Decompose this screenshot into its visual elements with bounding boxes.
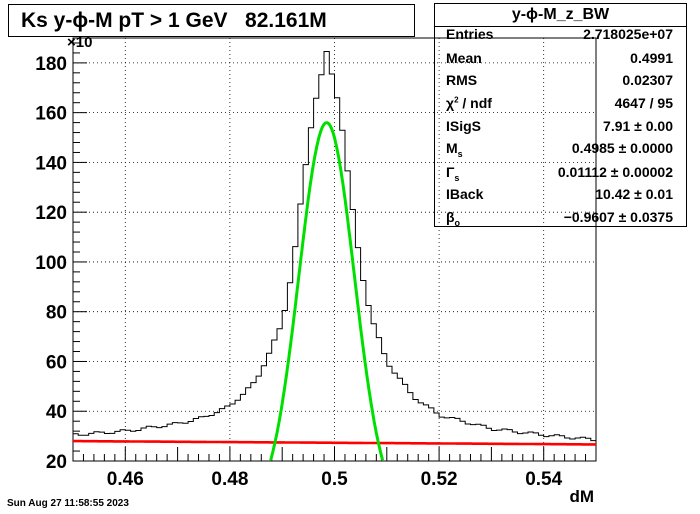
stat-row: Ms 0.4985 ± 0.0000 (435, 140, 686, 162)
stat-value: 10.42 ± 0.01 (595, 186, 673, 202)
background-fit-line (73, 439, 596, 446)
y-tick-label: 120 (35, 203, 67, 224)
x-tick-label: 0.52 (421, 469, 458, 490)
x-tick-label: 0.46 (107, 469, 144, 490)
stat-value: 0.4991 (630, 50, 673, 66)
y-tick-label: 20 (46, 452, 67, 473)
stat-value: 0.01112 ± 0.00002 (557, 164, 673, 180)
stat-label: RMS (446, 72, 478, 88)
histogram-title: Ks y-ϕ-M pT > 1 GeV 82.161M (8, 4, 415, 37)
stat-row: χ2 / ndf 4647 / 95 (435, 95, 686, 117)
x-axis-label: dM (569, 487, 594, 506)
stat-label: χ2 / ndf (446, 95, 492, 111)
y-tick-label: 160 (35, 104, 67, 125)
stat-label: Mean (446, 50, 482, 66)
stat-label: ISigS (446, 118, 482, 134)
stat-value: 0.02307 (622, 72, 673, 88)
y-tick-label: 180 (35, 54, 67, 75)
stat-label: βo (446, 209, 461, 228)
stat-label: Γs (446, 164, 460, 183)
stat-row: RMS 0.02307 (435, 72, 686, 94)
stat-value: 0.4985 ± 0.0000 (571, 140, 673, 156)
stat-row: Mean 0.4991 (435, 50, 686, 72)
stat-row: ISigS 7.91 ± 0.00 (435, 118, 686, 140)
stats-title: y-ϕ-M_z_BW (435, 4, 686, 27)
x-tick-label: 0.5 (321, 469, 348, 490)
stat-value: 7.91 ± 0.00 (603, 118, 673, 134)
y-tick-label: 40 (46, 402, 67, 423)
stat-value: 2.718025e+07 (583, 26, 673, 42)
stat-value: −0.9607 ± 0.0375 (563, 209, 673, 225)
x-tick-label: 0.54 (525, 469, 562, 490)
stat-row: Entries 2.718025e+07 (435, 26, 686, 48)
y-tick-label: 60 (46, 352, 67, 373)
stats-box: y-ϕ-M_z_BW Entries 2.718025e+07 Mean 0.4991… (434, 3, 687, 228)
y-tick-label: 140 (35, 153, 67, 174)
timestamp: Sun Aug 27 11:58:55 2023 (7, 498, 129, 509)
stat-row: IBack 10.42 ± 0.01 (435, 186, 686, 208)
signal-fit-line (269, 121, 385, 461)
y-tick-label: 100 (35, 253, 67, 274)
stat-row: Γs 0.01112 ± 0.00002 (435, 164, 686, 186)
stat-value: 4647 / 95 (614, 95, 673, 111)
stat-label: Entries (446, 26, 494, 42)
stat-label: IBack (446, 186, 484, 202)
stat-row: βo −0.9607 ± 0.0375 (435, 209, 686, 231)
y-tick-label: 80 (46, 303, 67, 324)
x-tick-label: 0.48 (211, 469, 248, 490)
stat-label: Ms (446, 140, 463, 159)
